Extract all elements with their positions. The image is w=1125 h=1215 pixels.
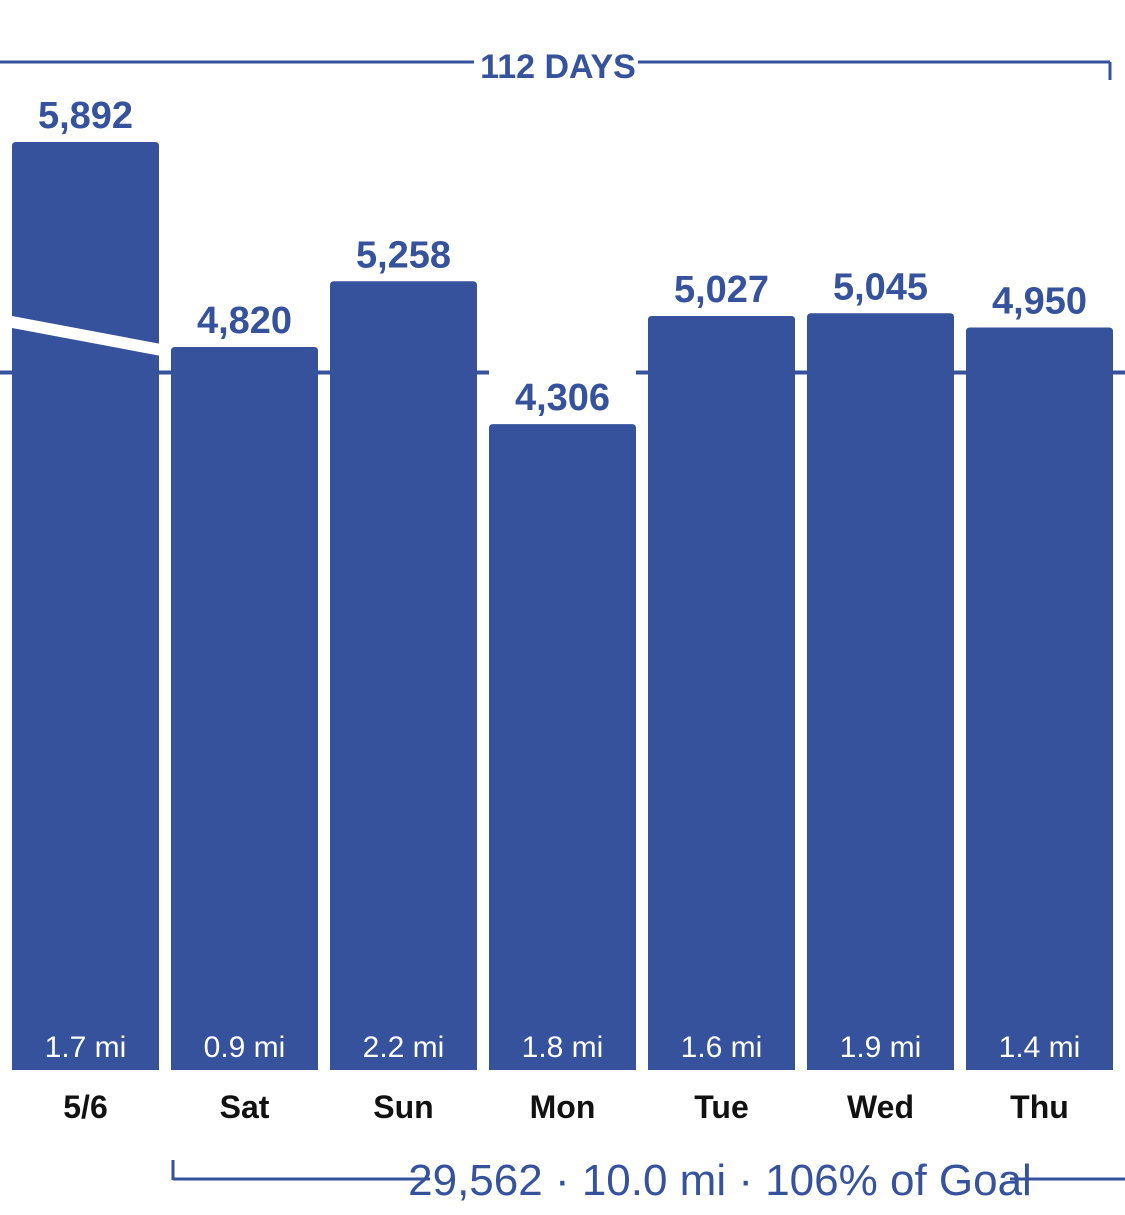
day-label: Wed [847,1089,914,1125]
day-label: 5/6 [63,1089,107,1125]
day-label: Sat [220,1089,270,1125]
day-label: Thu [1010,1089,1069,1125]
bar-Sat [171,347,318,1070]
span-bracket-top: 112 DAYS [0,48,1112,86]
day-label: Tue [694,1089,749,1125]
bar-value-label: 5,258 [356,234,451,276]
span-label: 112 DAYS [480,48,636,86]
bar-distance-label: 0.9 mi [204,1031,286,1064]
bar-distance-label: 2.2 mi [363,1031,445,1064]
bar-distance-label: 1.4 mi [999,1031,1081,1064]
day-label: Sun [373,1089,433,1125]
bar-distance-label: 1.8 mi [522,1031,604,1064]
bar-distance-label: 1.7 mi [45,1031,127,1064]
day-label: Mon [530,1089,596,1125]
summary-label: 29,562 · 10.0 mi · 106% of Goal [408,1156,1032,1205]
bar-value-label: 5,045 [833,266,928,308]
bar-value-label: 4,950 [992,281,1087,323]
bar-Sun [330,281,477,1070]
bar-Thu [966,327,1113,1070]
bar-Mon [489,424,636,1071]
bar-distance-label: 1.6 mi [681,1031,763,1064]
bar-value-label: 5,892 [38,95,133,137]
bar-value-label: 4,820 [197,300,292,342]
bar-value-label: 5,027 [674,269,769,311]
bar-Wed [807,313,954,1070]
axis-break-slash [12,316,161,356]
summary-bracket-bottom: 29,562 · 10.0 mi · 106% of Goal [171,1156,1125,1205]
bar-5/6 [12,142,159,1070]
bar-distance-label: 1.9 mi [840,1031,922,1064]
bar-Tue [648,315,795,1070]
bars-group: 5,892 1.7 mi 5/6 4,820 0.9 mi Sat 5,258 2.2 mi S… [12,95,1113,1125]
bar-value-label: 4,306 [515,377,610,419]
